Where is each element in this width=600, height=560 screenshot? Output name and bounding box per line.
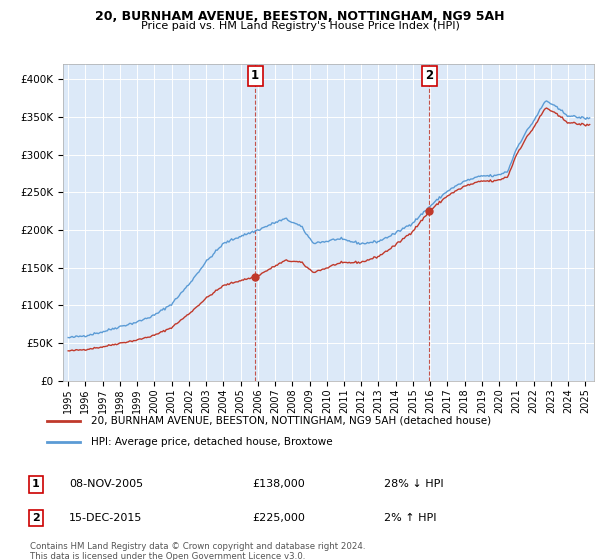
Text: 2: 2 — [425, 69, 433, 82]
Text: Contains HM Land Registry data © Crown copyright and database right 2024.: Contains HM Land Registry data © Crown c… — [30, 542, 365, 551]
Text: 2% ↑ HPI: 2% ↑ HPI — [384, 513, 437, 523]
Text: 15-DEC-2015: 15-DEC-2015 — [69, 513, 142, 523]
Text: 20, BURNHAM AVENUE, BEESTON, NOTTINGHAM, NG9 5AH: 20, BURNHAM AVENUE, BEESTON, NOTTINGHAM,… — [95, 10, 505, 23]
Text: 1: 1 — [251, 69, 259, 82]
Text: £138,000: £138,000 — [252, 479, 305, 489]
Text: 2: 2 — [32, 513, 40, 523]
Text: 28% ↓ HPI: 28% ↓ HPI — [384, 479, 443, 489]
Text: HPI: Average price, detached house, Broxtowe: HPI: Average price, detached house, Brox… — [91, 437, 332, 446]
Text: £225,000: £225,000 — [252, 513, 305, 523]
Text: Price paid vs. HM Land Registry's House Price Index (HPI): Price paid vs. HM Land Registry's House … — [140, 21, 460, 31]
Text: 1: 1 — [32, 479, 40, 489]
Text: 20, BURNHAM AVENUE, BEESTON, NOTTINGHAM, NG9 5AH (detached house): 20, BURNHAM AVENUE, BEESTON, NOTTINGHAM,… — [91, 416, 491, 426]
Text: This data is licensed under the Open Government Licence v3.0.: This data is licensed under the Open Gov… — [30, 552, 305, 560]
Text: 08-NOV-2005: 08-NOV-2005 — [69, 479, 143, 489]
